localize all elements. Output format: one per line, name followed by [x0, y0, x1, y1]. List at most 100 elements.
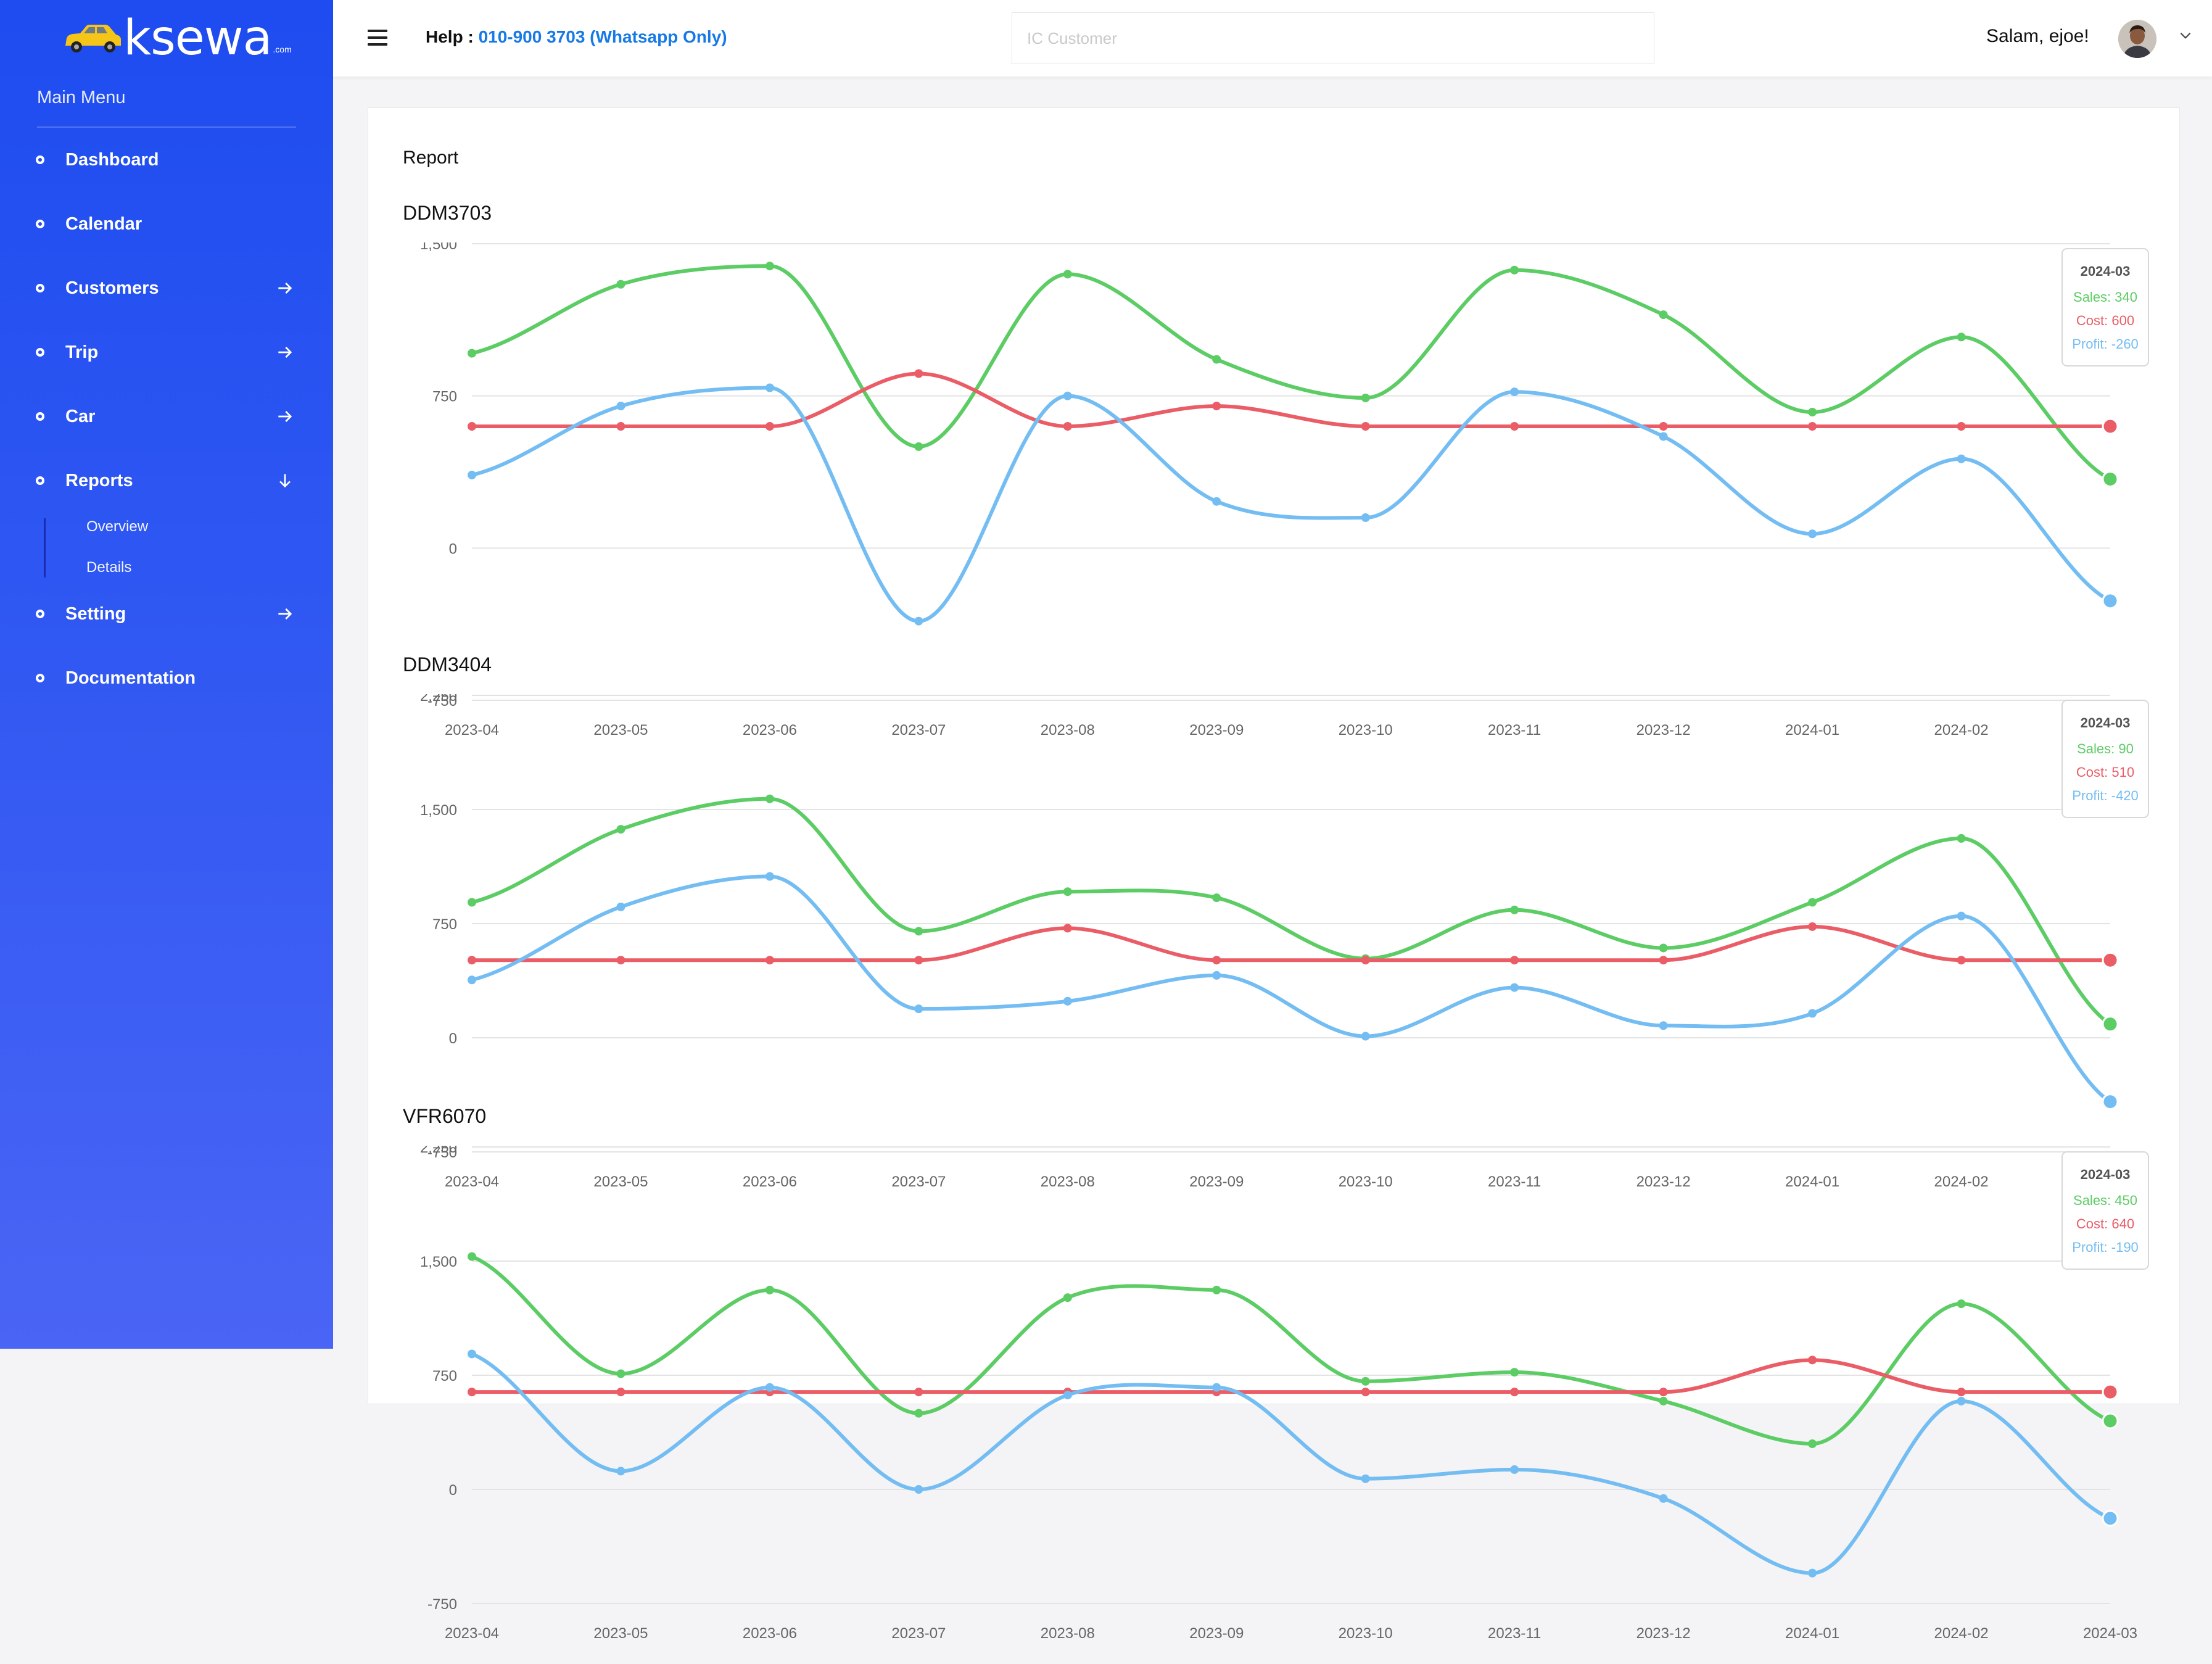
- data-point-sales[interactable]: [1808, 898, 1817, 907]
- data-point-cost[interactable]: [1510, 422, 1519, 431]
- data-point-cost[interactable]: [914, 1388, 923, 1397]
- data-point-profit[interactable]: [616, 402, 625, 411]
- data-point-sales[interactable]: [616, 825, 625, 834]
- data-point-sales[interactable]: [1361, 393, 1370, 402]
- data-point-sales[interactable]: [914, 1409, 923, 1418]
- sidebar-subitem-details[interactable]: Details: [86, 559, 132, 576]
- data-point-cost[interactable]: [2102, 1383, 2119, 1401]
- hamburger-menu-icon[interactable]: [368, 30, 387, 46]
- data-point-sales[interactable]: [1361, 1376, 1370, 1386]
- data-point-cost[interactable]: [765, 956, 774, 965]
- data-point-sales[interactable]: [914, 442, 923, 451]
- data-point-cost[interactable]: [1659, 956, 1668, 965]
- data-point-profit[interactable]: [1659, 1021, 1668, 1030]
- data-point-profit[interactable]: [1212, 1383, 1221, 1392]
- sidebar-item-setting[interactable]: Setting: [36, 595, 295, 632]
- data-point-cost[interactable]: [1808, 1356, 1817, 1365]
- data-point-sales[interactable]: [914, 927, 923, 936]
- data-point-cost[interactable]: [1510, 956, 1519, 965]
- data-point-profit[interactable]: [1510, 387, 1519, 397]
- data-point-profit[interactable]: [1510, 983, 1519, 992]
- data-point-cost[interactable]: [1659, 422, 1668, 431]
- data-point-sales[interactable]: [1212, 1285, 1221, 1294]
- data-point-cost[interactable]: [1212, 402, 1221, 411]
- data-point-sales[interactable]: [1808, 407, 1817, 416]
- chevron-down-icon[interactable]: [2177, 27, 2193, 43]
- data-point-profit[interactable]: [1510, 1465, 1519, 1474]
- data-point-profit[interactable]: [914, 616, 923, 626]
- data-point-profit[interactable]: [616, 902, 625, 911]
- data-point-sales[interactable]: [1659, 1396, 1668, 1405]
- data-point-cost[interactable]: [1808, 422, 1817, 431]
- data-point-cost[interactable]: [765, 422, 774, 431]
- data-point-cost[interactable]: [914, 369, 923, 378]
- sidebar-item-trip[interactable]: Trip: [36, 334, 295, 371]
- data-point-profit[interactable]: [468, 470, 476, 479]
- data-point-profit[interactable]: [1063, 1391, 1072, 1400]
- data-point-sales[interactable]: [616, 1369, 625, 1378]
- sidebar-item-calendar[interactable]: Calendar: [36, 205, 295, 242]
- data-point-sales[interactable]: [1063, 887, 1072, 896]
- data-point-cost[interactable]: [616, 1388, 625, 1397]
- data-point-profit[interactable]: [1361, 1474, 1370, 1483]
- data-point-cost[interactable]: [2102, 951, 2119, 969]
- data-point-sales[interactable]: [1212, 355, 1221, 364]
- data-point-sales[interactable]: [2102, 1016, 2119, 1033]
- data-point-profit[interactable]: [765, 872, 774, 881]
- data-point-cost[interactable]: [2102, 418, 2119, 435]
- data-point-sales[interactable]: [1808, 1439, 1817, 1448]
- data-point-profit[interactable]: [2102, 1093, 2119, 1111]
- data-point-cost[interactable]: [914, 956, 923, 965]
- data-point-profit[interactable]: [765, 1383, 774, 1392]
- data-point-sales[interactable]: [1212, 893, 1221, 903]
- data-point-cost[interactable]: [1957, 956, 1966, 965]
- sidebar-item-car[interactable]: Car: [36, 398, 295, 435]
- data-point-cost[interactable]: [1957, 422, 1966, 431]
- data-point-profit[interactable]: [1957, 1396, 1966, 1405]
- data-point-sales[interactable]: [468, 898, 476, 907]
- data-point-sales[interactable]: [1659, 943, 1668, 953]
- data-point-profit[interactable]: [1659, 1494, 1668, 1503]
- data-point-cost[interactable]: [1808, 922, 1817, 931]
- data-point-cost[interactable]: [468, 1388, 476, 1397]
- data-point-sales[interactable]: [1957, 333, 1966, 342]
- data-point-profit[interactable]: [1063, 391, 1072, 400]
- data-point-profit[interactable]: [1808, 529, 1817, 539]
- data-point-sales[interactable]: [1659, 310, 1668, 320]
- data-point-sales[interactable]: [1063, 270, 1072, 279]
- data-point-cost[interactable]: [1659, 1388, 1668, 1397]
- sidebar-item-reports[interactable]: Reports: [36, 462, 295, 499]
- data-point-sales[interactable]: [2102, 1412, 2119, 1430]
- sidebar-item-customers[interactable]: Customers: [36, 270, 295, 307]
- data-point-sales[interactable]: [765, 1285, 774, 1294]
- data-point-profit[interactable]: [2102, 1510, 2119, 1527]
- sidebar-subitem-overview[interactable]: Overview: [86, 518, 149, 535]
- data-point-profit[interactable]: [616, 1467, 625, 1476]
- data-point-cost[interactable]: [1361, 1388, 1370, 1397]
- data-point-cost[interactable]: [1063, 422, 1072, 431]
- data-point-sales[interactable]: [765, 794, 774, 803]
- data-point-profit[interactable]: [1659, 432, 1668, 441]
- help-phone-link[interactable]: 010-900 3703 (Whatsapp Only): [478, 27, 727, 46]
- data-point-cost[interactable]: [616, 956, 625, 965]
- data-point-sales[interactable]: [765, 262, 774, 271]
- data-point-cost[interactable]: [1063, 924, 1072, 933]
- data-point-profit[interactable]: [1957, 911, 1966, 921]
- data-point-sales[interactable]: [1957, 1299, 1966, 1309]
- data-point-profit[interactable]: [468, 975, 476, 985]
- data-point-profit[interactable]: [765, 383, 774, 392]
- data-point-sales[interactable]: [468, 349, 476, 358]
- data-point-cost[interactable]: [1212, 956, 1221, 965]
- data-point-profit[interactable]: [1957, 454, 1966, 463]
- data-point-cost[interactable]: [1510, 1388, 1519, 1397]
- data-point-profit[interactable]: [1063, 996, 1072, 1006]
- data-point-profit[interactable]: [2102, 592, 2119, 610]
- data-point-profit[interactable]: [1808, 1568, 1817, 1578]
- data-point-profit[interactable]: [914, 1485, 923, 1494]
- data-point-profit[interactable]: [1361, 1032, 1370, 1041]
- data-point-cost[interactable]: [1361, 956, 1370, 965]
- data-point-sales[interactable]: [1957, 834, 1966, 843]
- data-point-sales[interactable]: [468, 1252, 476, 1261]
- sidebar-item-dashboard[interactable]: Dashboard: [36, 141, 295, 178]
- brand-logo[interactable]: ksewa .com: [62, 14, 292, 63]
